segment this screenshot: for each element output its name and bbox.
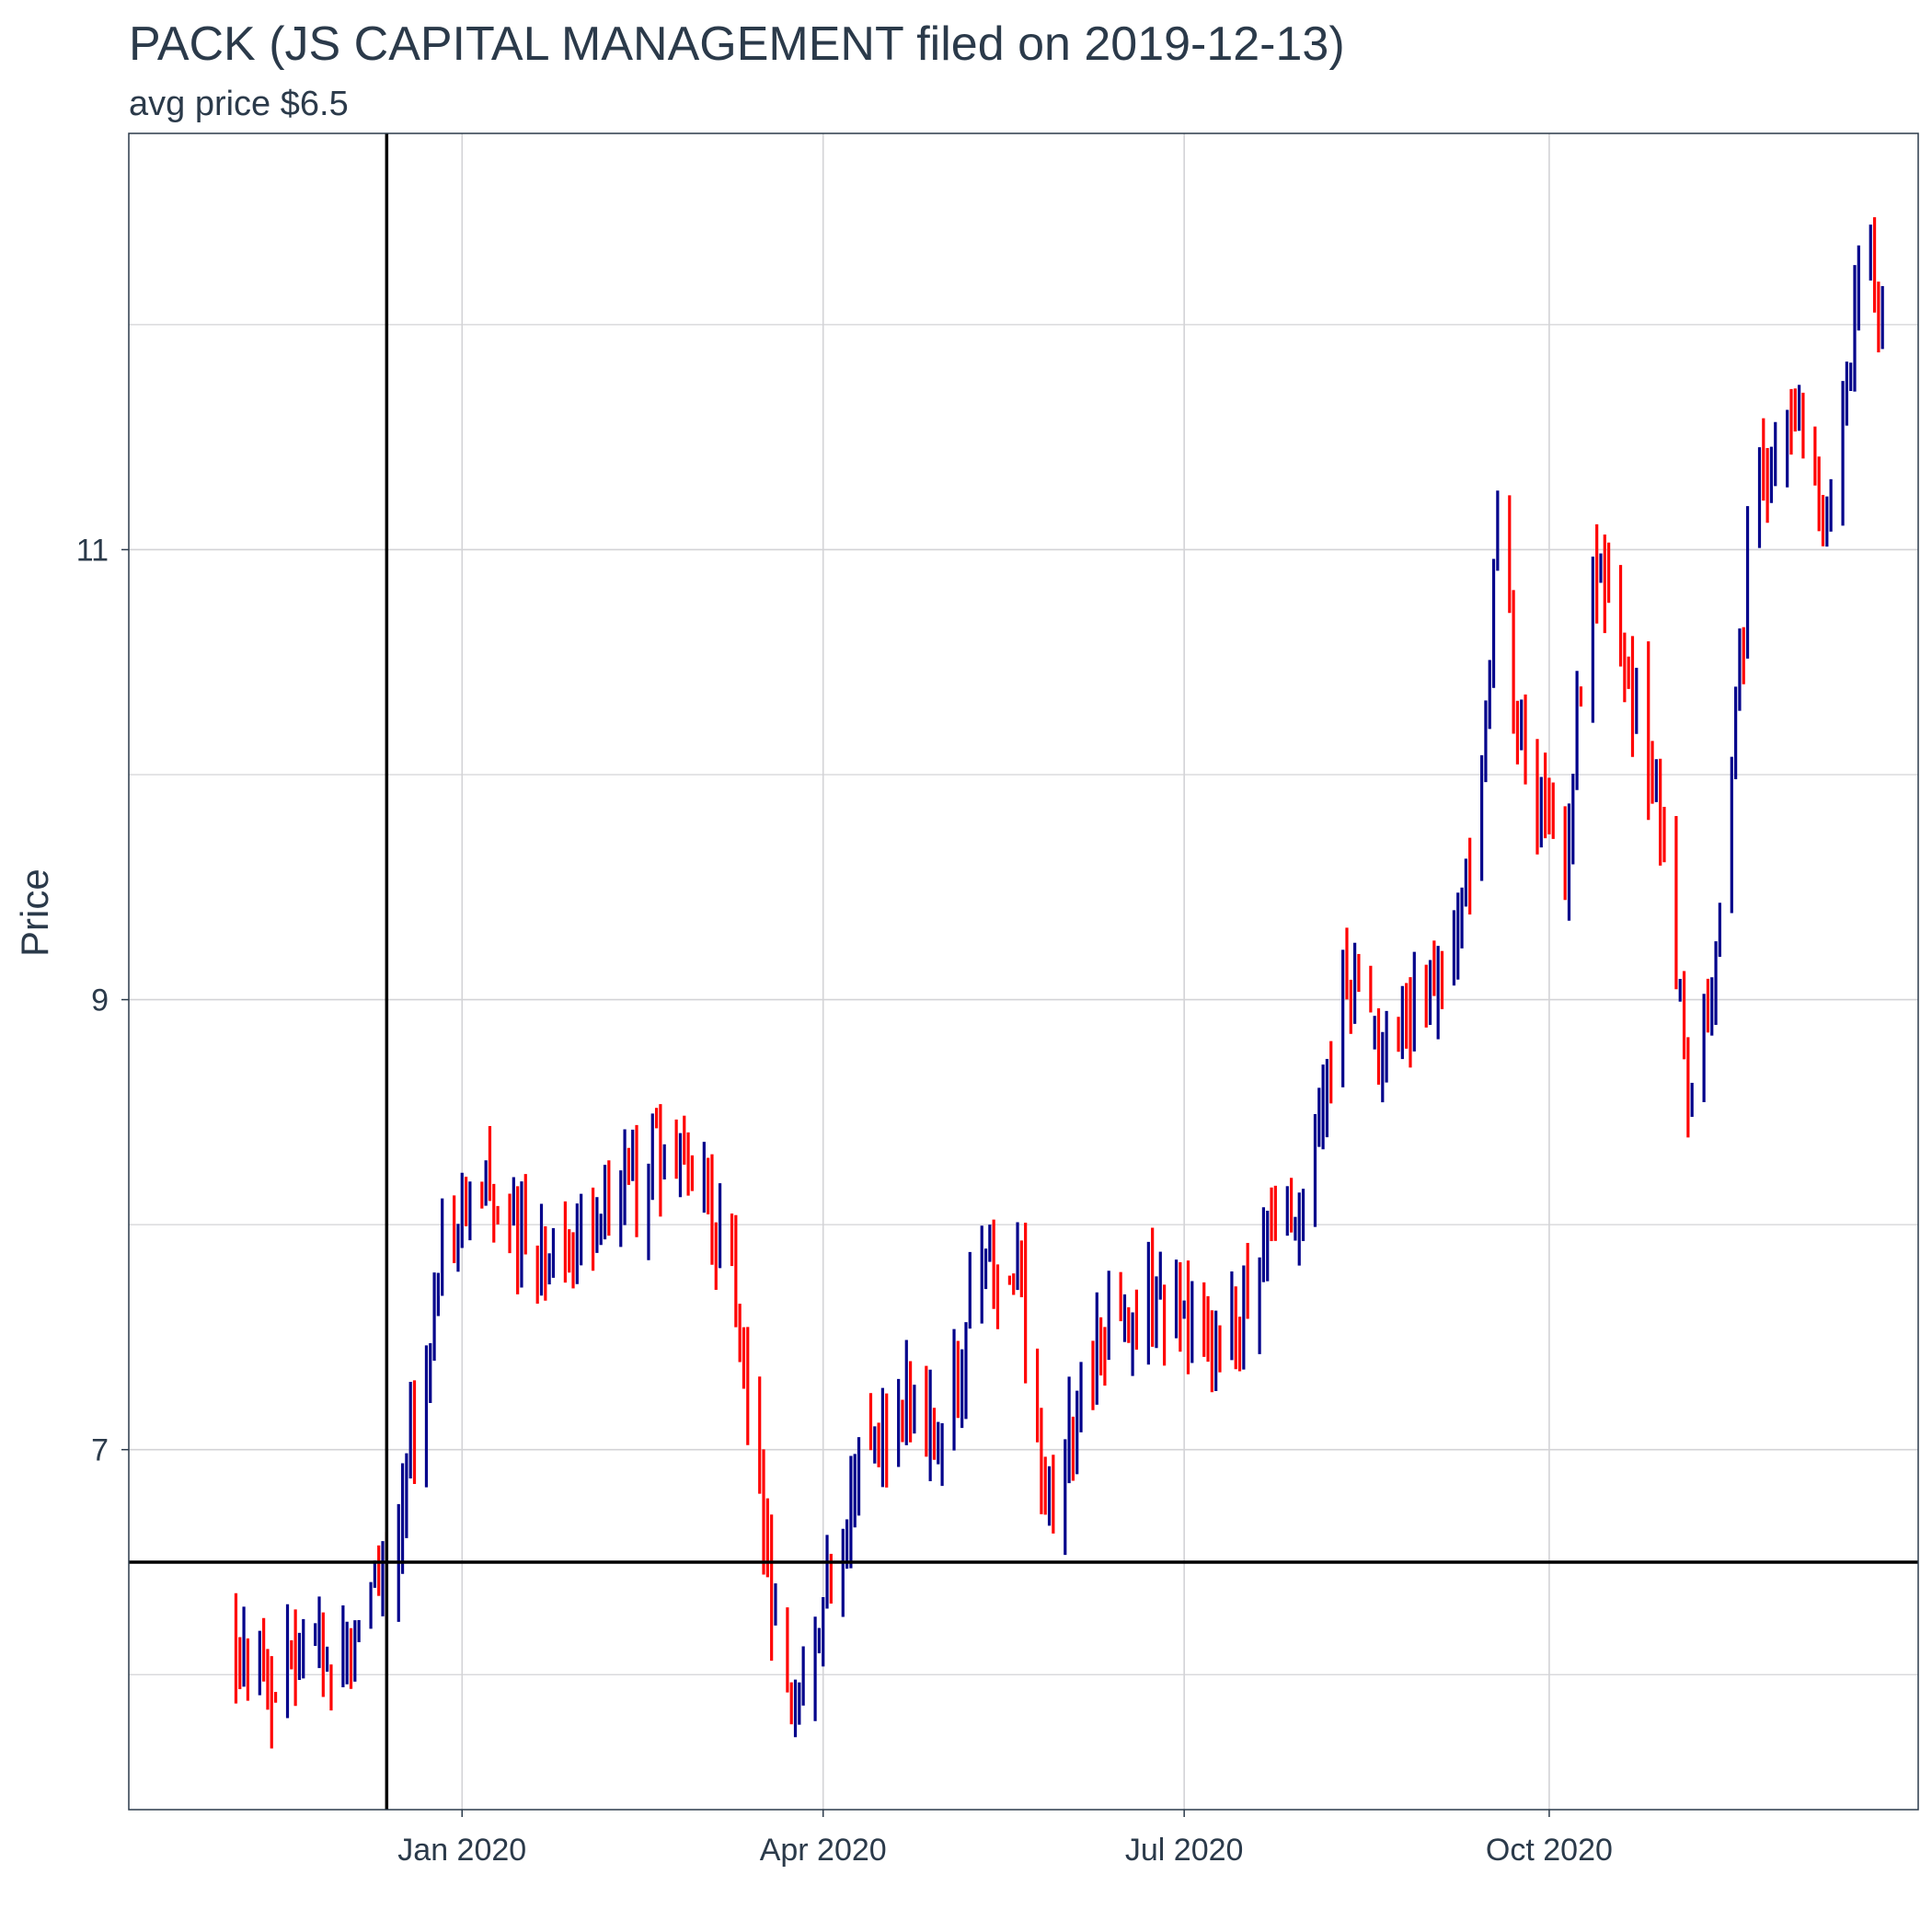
plot-panel-border [128,132,1919,1811]
axis-labels: 7 9 11 Jan 2020 Apr 2020 Jul 2020 Oct 2020 [76,533,1613,1868]
x-tick-label: Oct 2020 [1486,1833,1613,1868]
chart-subtitle: avg price $6.5 [129,85,349,123]
x-tick-label: Apr 2020 [760,1833,887,1868]
ohlc-bars [234,217,1884,1749]
y-tick-label: 7 [91,1433,109,1468]
x-tick-label: Jul 2020 [1125,1833,1244,1868]
y-tick-label: 11 [76,533,109,568]
x-tick-label: Jan 2020 [397,1833,526,1868]
reference-lines [129,133,1918,1810]
y-tick-label: 9 [91,983,109,1018]
chart-title: PACK (JS CAPITAL MANAGEMENT filed on 201… [129,17,1345,71]
